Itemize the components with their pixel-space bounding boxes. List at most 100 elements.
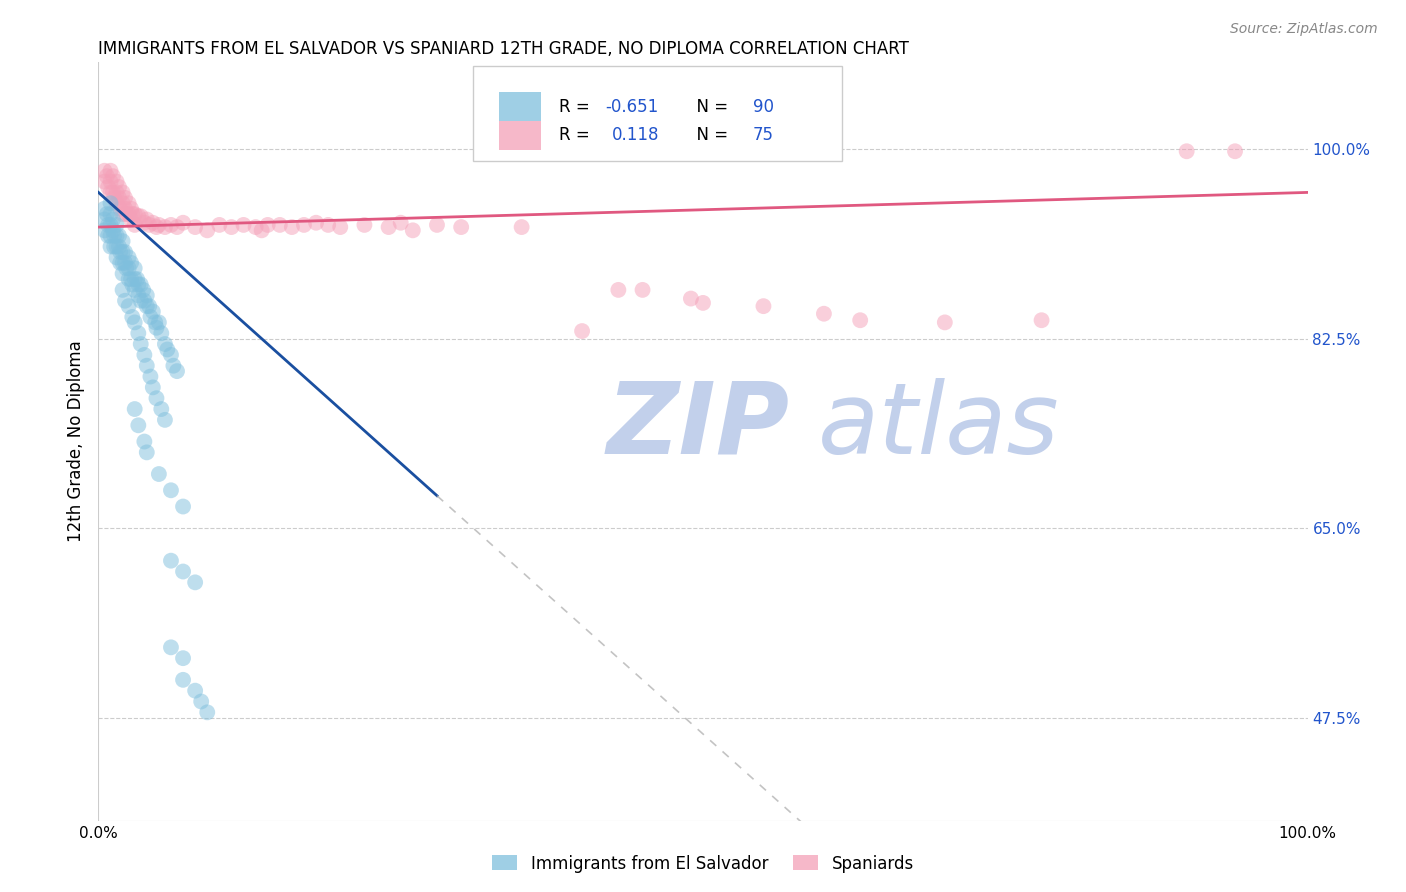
Point: [353, 218, 375, 232]
Point: [631, 283, 654, 297]
Point: [692, 296, 714, 310]
Point: [172, 216, 194, 230]
Text: R =: R =: [560, 127, 600, 145]
Text: 0.118: 0.118: [613, 127, 659, 145]
Point: [135, 445, 157, 459]
Point: [813, 307, 835, 321]
Point: [138, 299, 160, 313]
Point: [934, 315, 956, 329]
FancyBboxPatch shape: [499, 92, 541, 121]
Point: [571, 324, 593, 338]
Point: [93, 202, 115, 216]
Point: [281, 220, 304, 235]
Point: [156, 343, 179, 357]
Point: [124, 315, 146, 329]
Point: [93, 223, 115, 237]
Point: [1175, 145, 1198, 159]
Point: [148, 467, 170, 481]
Point: [127, 277, 149, 292]
Point: [111, 234, 134, 248]
Point: [97, 218, 120, 232]
Point: [145, 220, 167, 235]
Point: [127, 288, 149, 302]
Text: IMMIGRANTS FROM EL SALVADOR VS SPANIARD 12TH GRADE, NO DIPLOMA CORRELATION CHART: IMMIGRANTS FROM EL SALVADOR VS SPANIARD …: [98, 40, 910, 58]
Point: [118, 261, 141, 276]
Point: [97, 180, 120, 194]
Point: [120, 272, 142, 286]
Point: [101, 223, 124, 237]
Point: [172, 673, 194, 687]
Point: [111, 283, 134, 297]
Point: [256, 218, 278, 232]
Point: [93, 175, 115, 189]
Point: [124, 272, 146, 286]
Point: [145, 321, 167, 335]
Text: 75: 75: [752, 127, 773, 145]
Point: [120, 202, 142, 216]
Point: [108, 202, 131, 216]
FancyBboxPatch shape: [474, 66, 842, 161]
Point: [100, 228, 122, 243]
Point: [118, 196, 141, 211]
Point: [450, 220, 472, 235]
Point: [150, 326, 173, 341]
Point: [105, 186, 128, 200]
Point: [134, 293, 156, 308]
Point: [111, 256, 134, 270]
Point: [389, 216, 412, 230]
Point: [127, 209, 149, 223]
Point: [114, 293, 136, 308]
Point: [96, 169, 118, 184]
Point: [103, 239, 125, 253]
Point: [679, 292, 702, 306]
Point: [127, 326, 149, 341]
Point: [153, 337, 176, 351]
Point: [160, 554, 183, 568]
Point: [115, 207, 138, 221]
Point: [124, 261, 146, 276]
Point: [142, 216, 165, 230]
Point: [510, 220, 533, 235]
Point: [160, 348, 183, 362]
Point: [402, 223, 425, 237]
Point: [105, 251, 128, 265]
Point: [316, 218, 339, 232]
Point: [166, 220, 188, 235]
Point: [132, 283, 155, 297]
Point: [121, 207, 143, 221]
Point: [1031, 313, 1053, 327]
Point: [153, 220, 176, 235]
Point: [111, 244, 134, 259]
Point: [377, 220, 399, 235]
Point: [100, 196, 122, 211]
Point: [139, 369, 162, 384]
Point: [105, 228, 128, 243]
Point: [114, 202, 136, 216]
Point: [250, 223, 273, 237]
Point: [150, 402, 173, 417]
Point: [129, 337, 152, 351]
Point: [101, 169, 124, 184]
Point: [292, 218, 315, 232]
Point: [100, 186, 122, 200]
Point: [100, 175, 122, 189]
Text: ZIP: ZIP: [606, 378, 789, 475]
Text: N =: N =: [686, 127, 734, 145]
Point: [118, 272, 141, 286]
Point: [114, 191, 136, 205]
Point: [195, 223, 218, 237]
Point: [329, 220, 352, 235]
Point: [118, 251, 141, 265]
Text: atlas: atlas: [818, 378, 1060, 475]
Point: [134, 348, 156, 362]
Point: [124, 218, 146, 232]
Point: [105, 196, 128, 211]
Point: [134, 434, 156, 449]
Point: [166, 364, 188, 378]
Point: [108, 228, 131, 243]
Point: [111, 207, 134, 221]
Point: [115, 261, 138, 276]
Point: [305, 216, 328, 230]
Point: [100, 218, 122, 232]
Point: [160, 483, 183, 498]
